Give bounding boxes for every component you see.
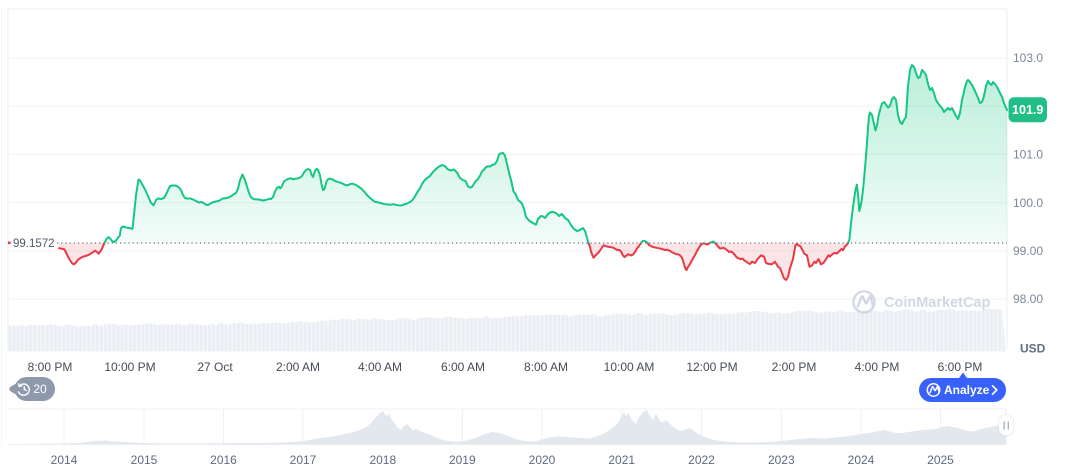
svg-text:20: 20 <box>33 382 47 396</box>
svg-text:10:00 PM: 10:00 PM <box>104 360 155 374</box>
svg-text:100.0: 100.0 <box>1013 196 1043 210</box>
svg-text:2020: 2020 <box>529 453 556 467</box>
svg-text:2021: 2021 <box>608 453 635 467</box>
svg-text:2016: 2016 <box>210 453 237 467</box>
svg-text:2:00 PM: 2:00 PM <box>772 360 817 374</box>
svg-text:Analyze: Analyze <box>944 383 990 397</box>
svg-text:8:00 PM: 8:00 PM <box>28 360 73 374</box>
svg-text:101.0: 101.0 <box>1013 148 1043 162</box>
svg-text:4:00 PM: 4:00 PM <box>855 360 900 374</box>
svg-text:2025: 2025 <box>927 453 954 467</box>
svg-text:2024: 2024 <box>848 453 875 467</box>
svg-text:USD: USD <box>1020 341 1046 355</box>
svg-text:27 Oct: 27 Oct <box>197 360 233 374</box>
svg-text:8:00 AM: 8:00 AM <box>524 360 568 374</box>
svg-text:2023: 2023 <box>768 453 795 467</box>
svg-text:2014: 2014 <box>51 453 78 467</box>
svg-text:12:00 PM: 12:00 PM <box>686 360 737 374</box>
svg-text:2015: 2015 <box>131 453 158 467</box>
svg-text:103.0: 103.0 <box>1013 51 1043 65</box>
svg-text:99.1572: 99.1572 <box>13 238 55 250</box>
svg-text:10:00 AM: 10:00 AM <box>604 360 655 374</box>
svg-text:6:00 AM: 6:00 AM <box>441 360 485 374</box>
svg-text:98.00: 98.00 <box>1013 292 1043 306</box>
svg-text:CoinMarketCap: CoinMarketCap <box>884 295 990 311</box>
svg-text:2022: 2022 <box>688 453 715 467</box>
svg-text:99.00: 99.00 <box>1013 244 1043 258</box>
svg-text:2018: 2018 <box>369 453 396 467</box>
svg-text:4:00 AM: 4:00 AM <box>358 360 402 374</box>
svg-text:2019: 2019 <box>449 453 476 467</box>
svg-text:2017: 2017 <box>290 453 317 467</box>
svg-text:6:00 PM: 6:00 PM <box>938 360 983 374</box>
svg-text:101.9: 101.9 <box>1012 103 1043 117</box>
svg-text:2:00 AM: 2:00 AM <box>276 360 320 374</box>
